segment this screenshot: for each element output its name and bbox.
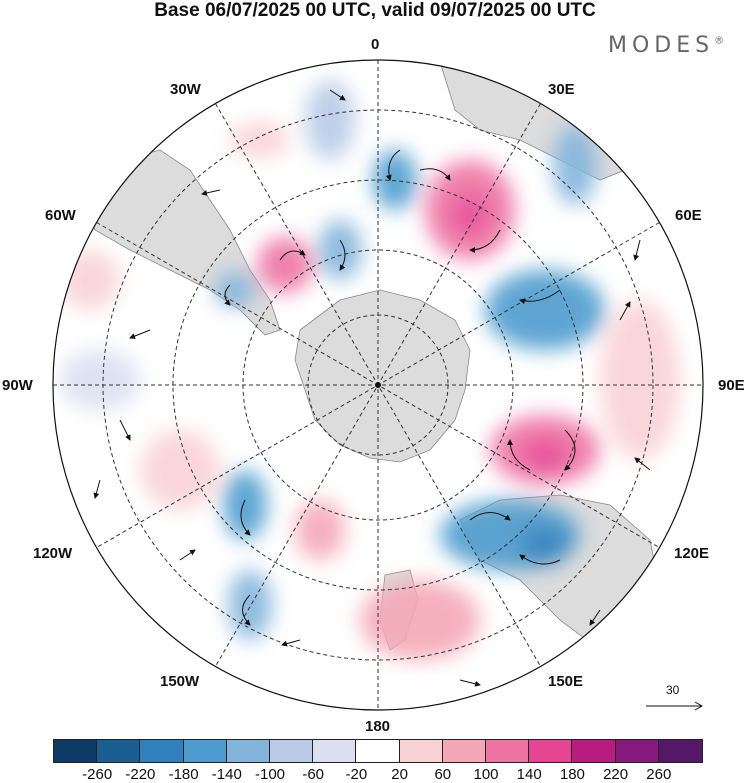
colorbar-swatch bbox=[312, 739, 358, 763]
colorbar-swatch bbox=[139, 739, 185, 763]
south-pole-marker bbox=[375, 382, 381, 388]
colorbar-tick-label: -60 bbox=[302, 766, 325, 783]
colorbar-tick-label: -180 bbox=[168, 766, 199, 783]
colorbar-swatch bbox=[614, 739, 660, 763]
colorbar-tick-label: -20 bbox=[345, 766, 368, 783]
colorbar-swatch bbox=[355, 739, 401, 763]
colorbar-swatch bbox=[182, 739, 228, 763]
colorbar bbox=[52, 739, 704, 763]
wind-vectors bbox=[93, 89, 651, 687]
colorbar-swatch bbox=[657, 739, 704, 763]
colorbar-swatch bbox=[225, 739, 272, 763]
map-boundary bbox=[52, 59, 704, 711]
lon-label-120w: 120W bbox=[33, 545, 73, 562]
colorbar-tick-label: -140 bbox=[211, 766, 242, 783]
reference-vector-arrow bbox=[646, 701, 704, 711]
colorbar-swatch bbox=[52, 739, 99, 763]
colorbar-tick-label: 260 bbox=[646, 766, 672, 783]
lon-label-150w: 150W bbox=[160, 673, 200, 690]
colorbar-swatch bbox=[96, 739, 142, 763]
lon-label-180: 180 bbox=[365, 718, 391, 735]
map-title: Base 06/07/2025 00 UTC, valid 09/07/2025… bbox=[154, 0, 596, 21]
lon-label-90e: 90E bbox=[718, 377, 745, 394]
brand-mark: ® bbox=[714, 35, 725, 47]
colorbar-swatch bbox=[398, 739, 444, 763]
colorbar-swatch bbox=[571, 739, 617, 763]
colorbar-swatch bbox=[441, 739, 488, 763]
lon-label-60w: 60W bbox=[45, 207, 76, 224]
colorbar-swatch bbox=[269, 739, 315, 763]
colorbar-tick-label: -220 bbox=[125, 766, 156, 783]
colorbar-swatch bbox=[528, 739, 574, 763]
colorbar-tick-label: 220 bbox=[603, 766, 629, 783]
lon-label-30w: 30W bbox=[170, 81, 201, 98]
colorbar-tick-label: 140 bbox=[516, 766, 542, 783]
colorbar-tick-label: 100 bbox=[473, 766, 499, 783]
colorbar-swatch bbox=[485, 739, 531, 763]
reference-vector-label: 30 bbox=[666, 683, 680, 697]
lon-label-150e: 150E bbox=[548, 673, 584, 690]
brand-name: MODES bbox=[608, 33, 715, 58]
colorbar-tick-label: 60 bbox=[434, 766, 452, 783]
lon-label-60e: 60E bbox=[675, 207, 702, 224]
antarctica-land bbox=[294, 289, 471, 463]
modes-brand-logo: MODES® bbox=[608, 33, 724, 58]
colorbar-tick-label: 180 bbox=[559, 766, 585, 783]
colorbar-tick-label: -260 bbox=[82, 766, 113, 783]
lon-label-120e: 120E bbox=[674, 545, 710, 562]
colorbar-tick-label: -100 bbox=[254, 766, 286, 783]
lon-label-0: 0 bbox=[371, 36, 380, 53]
lon-label-30e: 30E bbox=[548, 81, 575, 98]
lon-label-90w: 90W bbox=[2, 377, 33, 394]
colorbar-ticks: -260 -220 -180 -140 -100 -60 -20 20 60 100 140 180 2… bbox=[0, 766, 750, 783]
colorbar-tick-label: 20 bbox=[391, 766, 408, 783]
